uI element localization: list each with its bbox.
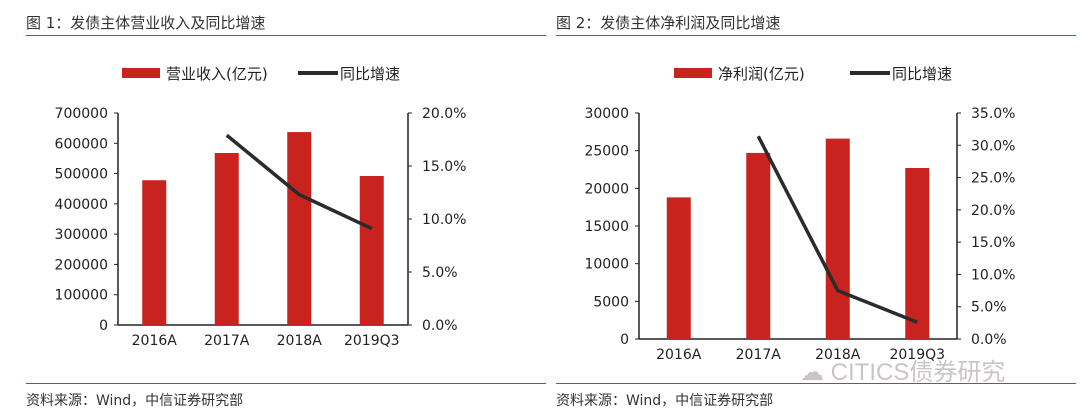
chart-title: 图 2：发债主体净利润及同比增速 — [556, 14, 781, 32]
x-tick-label: 2017A — [204, 333, 250, 349]
y-tick-label: 100000 — [55, 288, 108, 304]
x-tick-label: 2016A — [132, 333, 178, 349]
bar — [142, 180, 167, 325]
chart-panel-revenue: 图 1：发债主体营业收入及同比增速 营业收入(亿元) 同比增速 0 100000 200… — [26, 0, 546, 418]
y2-tick-label: 0.0% — [422, 318, 458, 334]
bar — [359, 175, 384, 325]
y2-tick-label: 20.0% — [971, 203, 1015, 219]
source-divider — [556, 383, 1076, 384]
bar — [905, 167, 930, 339]
y-tick-label: 0 — [99, 318, 108, 334]
x-tick-label: 2019Q3 — [344, 333, 400, 349]
legend-bar-swatch — [122, 68, 160, 78]
source-note: 资料来源：Wind，中信证券研究部 — [26, 393, 244, 409]
y2-tick-label: 15.0% — [422, 159, 466, 175]
y-tick-label: 600000 — [55, 136, 108, 152]
x-tick-label: 2017A — [736, 347, 782, 363]
y2-tick-label: 15.0% — [971, 235, 1015, 251]
bar — [214, 152, 239, 325]
chart-title: 图 1：发债主体营业收入及同比增速 — [26, 14, 266, 32]
x-tick-label: 2019Q3 — [889, 347, 945, 363]
y-tick-label: 5000 — [593, 294, 629, 310]
bar — [825, 138, 850, 339]
y2-tick-label: 30.0% — [971, 138, 1015, 154]
y-tick-label: 0 — [620, 332, 629, 348]
source-note: 资料来源：Wind，中信证券研究部 — [556, 393, 774, 409]
y-tick-label: 200000 — [55, 257, 108, 273]
title-divider — [556, 35, 1076, 36]
y-tick-label: 500000 — [55, 167, 108, 183]
x-tick-label: 2018A — [815, 347, 861, 363]
y-tick-label: 15000 — [584, 219, 629, 235]
chart-svg: 营业收入(亿元) 同比增速 0 100000 200000 300000 400000 500… — [55, 65, 467, 349]
source-divider — [26, 383, 546, 384]
x-tick-label: 2018A — [277, 333, 323, 349]
y-tick-label: 400000 — [55, 197, 108, 213]
y2-tick-label: 25.0% — [971, 171, 1015, 187]
bar — [666, 197, 691, 339]
y-tick-label: 30000 — [584, 106, 629, 122]
legend-bar-label: 净利润(亿元) — [718, 65, 805, 83]
legend-line-label: 同比增速 — [340, 65, 400, 83]
y2-tick-label: 10.0% — [971, 267, 1015, 283]
chart-panel-net-profit: 图 2：发债主体净利润及同比增速 净利润(亿元) 同比增速 0 5000 10000 15… — [556, 0, 1076, 418]
y-tick-label: 20000 — [584, 181, 629, 197]
y-tick-label: 25000 — [584, 144, 629, 160]
x-tick-label: 2016A — [656, 347, 702, 363]
y2-tick-label: 5.0% — [422, 265, 458, 281]
y-tick-label: 10000 — [584, 257, 629, 273]
watermark-text: CITICS债券研究 — [830, 359, 1006, 386]
chart-svg: 净利润(亿元) 同比增速 0 5000 10000 15000 20000 25000 3000… — [584, 65, 1015, 363]
y2-tick-label: 10.0% — [422, 212, 466, 228]
y2-tick-label: 20.0% — [422, 106, 466, 122]
y-tick-label: 700000 — [55, 106, 108, 122]
bar — [746, 152, 771, 339]
watermark: ☁ CITICS债券研究 — [800, 359, 1006, 386]
y2-tick-label: 35.0% — [971, 106, 1015, 122]
y-tick-label: 300000 — [55, 227, 108, 243]
title-divider — [26, 35, 546, 36]
legend-bar-label: 营业收入(亿元) — [166, 65, 268, 83]
legend-line-label: 同比增速 — [892, 65, 952, 83]
y2-tick-label: 0.0% — [971, 332, 1007, 348]
bar — [287, 132, 312, 325]
legend-bar-swatch — [674, 68, 712, 78]
y2-tick-label: 5.0% — [971, 300, 1007, 316]
